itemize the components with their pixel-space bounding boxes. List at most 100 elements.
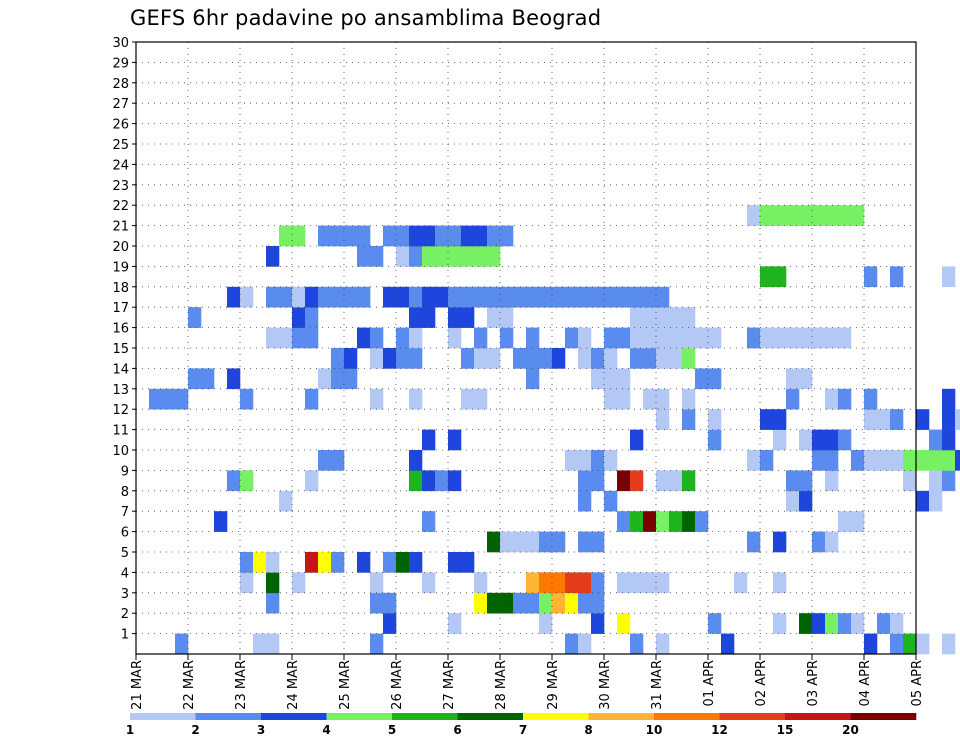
heatmap-cell [357,225,371,247]
heatmap-cell [942,429,956,451]
heatmap-cell [422,246,436,267]
heatmap-cell [851,613,865,634]
heatmap-cell [461,286,475,308]
heatmap-cell [773,429,787,451]
heatmap-cell [266,327,280,349]
heatmap-cell [383,348,397,369]
heatmap-cell [799,429,813,451]
heatmap-cell [760,266,774,288]
y-tick-label: 14 [112,362,129,377]
heatmap-cell [435,470,449,492]
heatmap-cell [448,470,462,492]
heatmap-cell [175,633,189,655]
heatmap-cell [630,511,644,532]
heatmap-cell [253,552,267,573]
heatmap-cell [656,307,670,328]
heatmap-cell [812,327,826,349]
heatmap-cell [799,205,813,226]
x-tick-label: 01 APR [702,660,717,706]
heatmap-cell [552,572,566,594]
x-tick-label: 27 MAR [442,660,457,710]
heatmap-cell [799,368,813,390]
x-tick-label: 29 MAR [546,660,561,710]
heatmap-cell [773,327,787,349]
heatmap-cell [591,592,605,614]
heatmap-cell [266,246,280,267]
heatmap-cell [461,388,475,410]
heatmap-cell [864,409,878,430]
heatmap-cell [617,286,631,308]
heatmap-cell [656,511,670,532]
heatmap-cell [903,470,917,492]
heatmap-cell [500,225,514,247]
heatmap-cell [773,205,787,226]
heatmap-cell [305,470,319,492]
heatmap-cell [656,409,670,430]
y-tick-label: 15 [112,342,129,357]
heatmap-cell [578,490,592,512]
heatmap-cell [682,388,696,410]
heatmap-cell [591,286,605,308]
heatmap-cell [383,286,397,308]
heatmap-cell [487,348,501,369]
heatmap-cell [565,633,579,655]
heatmap-cell [578,327,592,349]
heatmap-cell [942,388,956,410]
heatmap-cell [591,368,605,390]
heatmap-cell [474,388,488,410]
heatmap-cell [877,450,891,471]
heatmap-cell [669,348,683,369]
heatmap-cell [708,613,722,634]
heatmap-cell [526,286,540,308]
heatmap-cell [851,450,865,471]
heatmap-cell [708,327,722,349]
legend-label: 10 [646,723,663,737]
heatmap-cell [825,205,839,226]
y-tick-label: 2 [121,607,129,622]
heatmap-cell [474,246,488,267]
heatmap-cell [461,246,475,267]
heatmap-cell [409,388,423,410]
heatmap-cell [487,307,501,328]
heatmap-cell [162,388,176,410]
heatmap-cell [500,531,514,553]
heatmap-cell [422,429,436,451]
heatmap-cell [344,286,358,308]
heatmap-cell [565,572,579,594]
heatmap-cell [708,429,722,451]
heatmap-cell [604,286,618,308]
heatmap-cell [942,633,956,655]
legend-label: 4 [322,723,330,737]
heatmap-cell [344,368,358,390]
heatmap-cell [825,327,839,349]
heatmap-cell [409,307,423,328]
heatmap-cell [786,327,800,349]
heatmap-cell [695,511,709,532]
heatmap-cell [396,348,410,369]
legend-swatch [261,713,327,720]
legend-label: 8 [584,723,592,737]
heatmap-cell [669,470,683,492]
heatmap-cell [812,429,826,451]
heatmap-cell [786,368,800,390]
y-tick-label: 27 [112,97,129,112]
heatmap-cell [565,450,579,471]
heatmap-cell [240,388,254,410]
heatmap-cell [669,327,683,349]
heatmap-cell [331,450,345,471]
y-tick-label: 17 [112,301,129,316]
heatmap-cell [773,266,787,288]
heatmap-cell [409,470,423,492]
legend-swatch [457,713,524,720]
heatmap-cell [409,450,423,471]
heatmap-cell [955,409,960,430]
y-tick-label: 18 [112,281,129,296]
heatmap-cell [578,592,592,614]
heatmap-cell [500,592,514,614]
heatmap-cell [552,286,566,308]
heatmap-cell [526,348,540,369]
heatmap-cell [474,348,488,369]
heatmap-cell [773,531,787,553]
heatmap-cell [448,307,462,328]
heatmap-cell [877,613,891,634]
